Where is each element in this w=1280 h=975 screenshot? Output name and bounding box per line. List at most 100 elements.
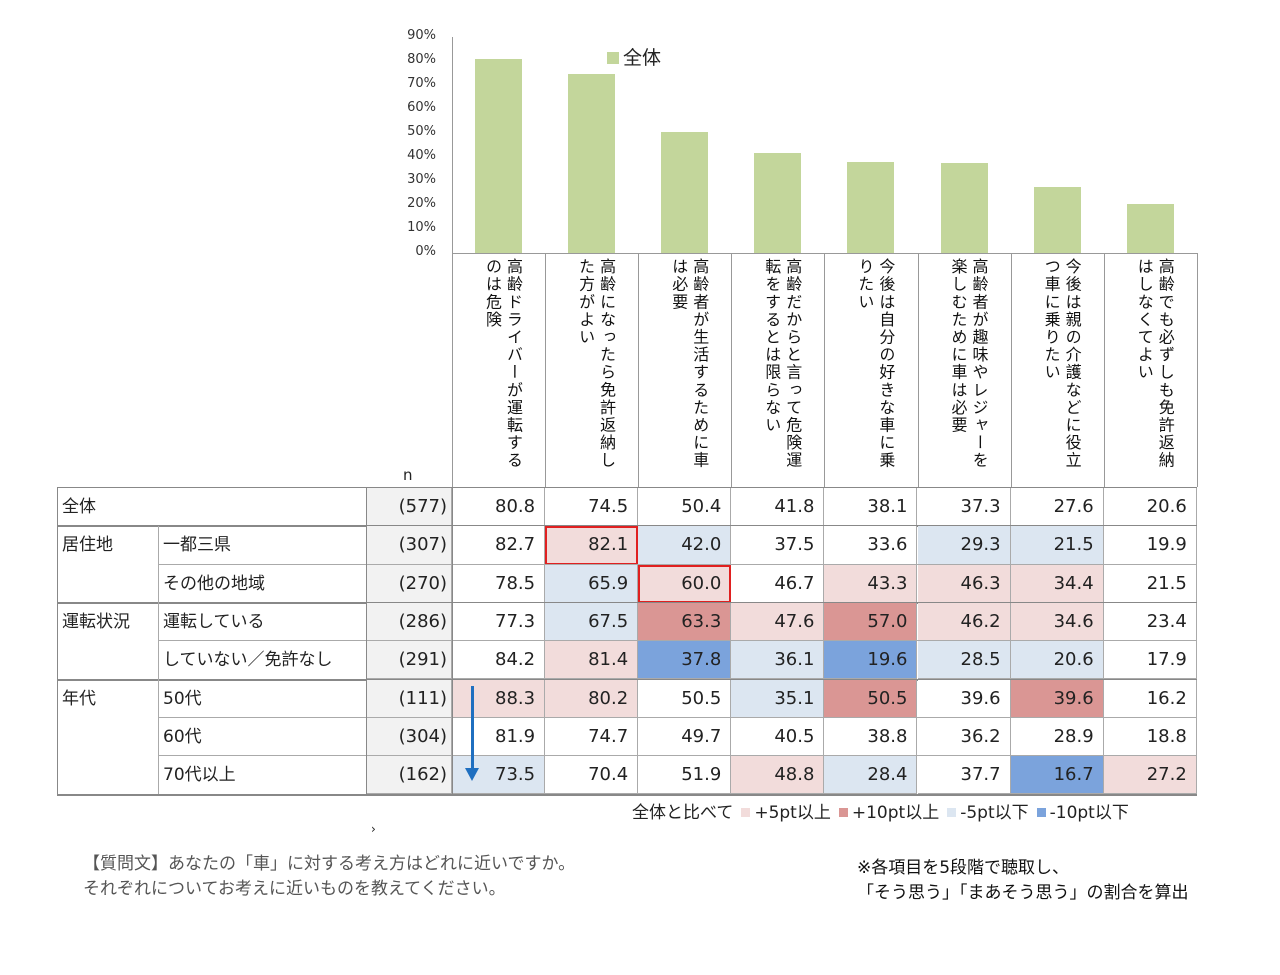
y-tick-label: 20% [407,196,436,211]
shade-swatch-p10 [838,808,848,817]
value-cell: 50.5 [638,679,732,718]
bar [568,74,616,253]
bar [1033,186,1081,253]
data-col-divider [452,487,453,795]
value-cell: 49.7 [638,717,732,757]
header-column-divider [824,253,826,487]
bar [1126,203,1174,253]
shade-legend: 全体と比べて +5pt以上 +10pt以上 -5pt以下 -10pt以下 [632,798,1129,823]
y-tick-label: 0% [415,244,436,259]
category-label: 高齢者が趣味やレジャーを楽しむために車は必要 [948,258,989,470]
value-cell: 81.4 [545,641,639,680]
y-tick-label: 90% [407,28,436,43]
value-cell: 47.6 [731,602,825,642]
n-cell: (162) [366,756,452,795]
row-group-label: 年代 [62,688,96,709]
value-cell: 50.5 [824,679,918,718]
value-cell: 37.5 [731,526,825,565]
value-cell: 46.2 [917,602,1011,642]
n-cell: (577) [366,488,452,527]
header-column-divider [638,253,640,487]
value-cell: 19.9 [1103,526,1197,565]
value-cell: 40.5 [731,717,825,757]
row-sub-label: していない／免許なし [163,650,333,671]
row-sub-label: 運転している [163,611,265,632]
bar [847,161,895,253]
n-header: n [403,466,413,484]
category-label: 高齢だからと言って危険運転をするとは限らない [762,258,803,470]
question-text: 【質問文】あなたの「車」に対する考え方はどれに近いですか。 それぞれについてお考… [83,852,575,902]
n-cell: (111) [366,679,452,718]
value-cell: 23.4 [1103,602,1197,642]
shade-legend-prefix: 全体と比べて [632,803,734,823]
value-cell: 28.9 [1010,717,1104,757]
value-cell: 43.3 [824,564,918,603]
value-cell: 80.2 [545,679,639,718]
value-cell: 16.2 [1103,679,1197,718]
category-label: 高齢者が生活するために車は必要 [669,258,710,470]
row-divider [158,716,1197,718]
value-cell: 28.4 [824,756,918,795]
row-sub-label: 70代以上 [163,765,236,786]
value-cell: 37.3 [917,488,1011,527]
note-line-2: 「そう思う」「まあそう思う」の割合を算出 [857,883,1189,903]
value-cell: 67.5 [545,602,639,642]
shade-swatch-m5 [947,808,957,817]
table-top-border [57,487,1197,488]
chart-legend: 全体 [607,43,661,70]
row-sub-label: その他の地域 [163,573,265,594]
n-cell: (286) [366,602,452,642]
value-cell: 18.8 [1103,717,1197,757]
n-cell: (270) [366,564,452,603]
value-cell: 27.6 [1010,488,1104,527]
bar [475,59,522,253]
trend-arrow-head [465,768,479,781]
value-cell: 42.0 [638,526,732,565]
value-cell: 35.1 [731,679,825,718]
value-cell: 39.6 [917,679,1011,718]
y-tick-label: 60% [407,100,436,115]
stray-mark: › [371,822,376,836]
value-cell: 50.4 [638,488,732,527]
value-cell: 38.1 [824,488,918,527]
value-cell: 78.5 [452,564,546,603]
value-cell: 36.2 [917,717,1011,757]
shade-swatch-p5 [741,808,751,817]
value-cell: 17.9 [1103,641,1197,680]
value-cell: 28.5 [917,641,1011,680]
row-group-label: 居住地 [62,535,113,556]
header-column-divider [1197,253,1198,487]
y-tick-label: 40% [407,148,436,163]
value-cell: 46.7 [731,564,825,603]
value-cell: 81.9 [452,717,546,757]
value-cell: 74.5 [545,488,639,527]
value-cell: 21.5 [1010,526,1104,565]
n-cell: (304) [366,717,452,757]
header-column-divider [1103,253,1105,487]
y-tick-label: 30% [407,172,436,187]
value-cell: 70.4 [545,756,639,795]
y-tick-label: 80% [407,52,436,67]
n-cell: (307) [366,526,452,565]
value-cell: 21.5 [1103,564,1197,603]
bar [940,163,988,253]
y-axis-line [452,37,453,253]
value-cell: 57.0 [824,602,918,642]
value-cell: 34.4 [1010,564,1104,603]
category-label: 高齢でも必ずしも免許返納はしなくてよい [1134,258,1175,470]
value-cell: 65.9 [545,564,639,603]
row-sub-label: 60代 [163,726,202,747]
value-cell: 82.1 [545,526,639,565]
category-label: 今後は親の介護などに役立つ車に乗りたい [1041,258,1082,470]
value-cell: 37.7 [917,756,1011,795]
value-cell: 37.8 [638,641,732,680]
category-label: 今後は自分の好きな車に乗りたい [855,258,896,470]
value-cell: 27.2 [1103,756,1197,795]
table-left-border [57,487,58,795]
value-cell: 51.9 [638,756,732,795]
value-cell: 48.8 [731,756,825,795]
row-divider [158,640,1197,642]
header-column-divider [1010,253,1012,487]
header-column-divider [917,253,919,487]
